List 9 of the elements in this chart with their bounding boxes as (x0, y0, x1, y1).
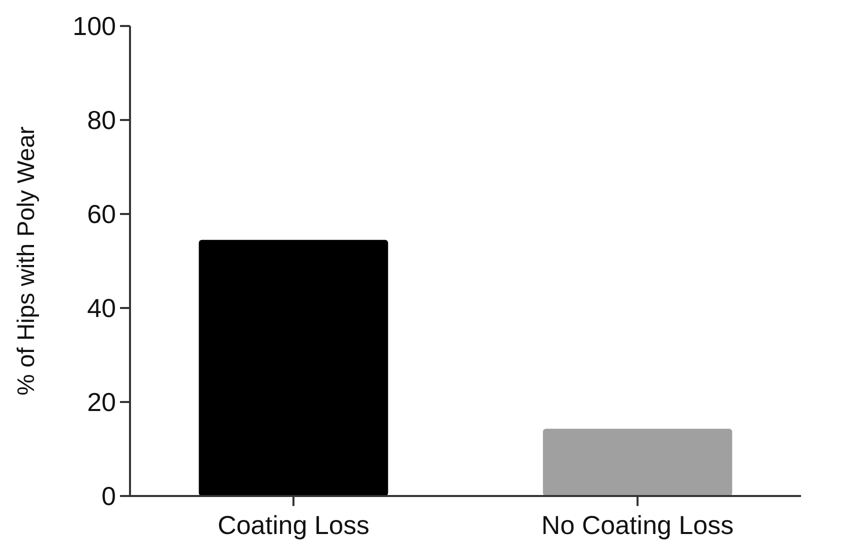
x-tick-label: Coating Loss (218, 510, 370, 540)
y-tick-label: 20 (87, 387, 116, 418)
y-axis-title: % of Hips with Poly Wear (13, 126, 40, 396)
y-tick-label: 0 (102, 481, 116, 512)
y-tick-label: 100 (72, 11, 116, 42)
y-tick-label: 60 (87, 199, 116, 230)
y-tick-label: 80 (87, 105, 116, 136)
y-tick-label: 40 (87, 293, 116, 324)
x-tick-label: No Coating Loss (541, 510, 734, 540)
